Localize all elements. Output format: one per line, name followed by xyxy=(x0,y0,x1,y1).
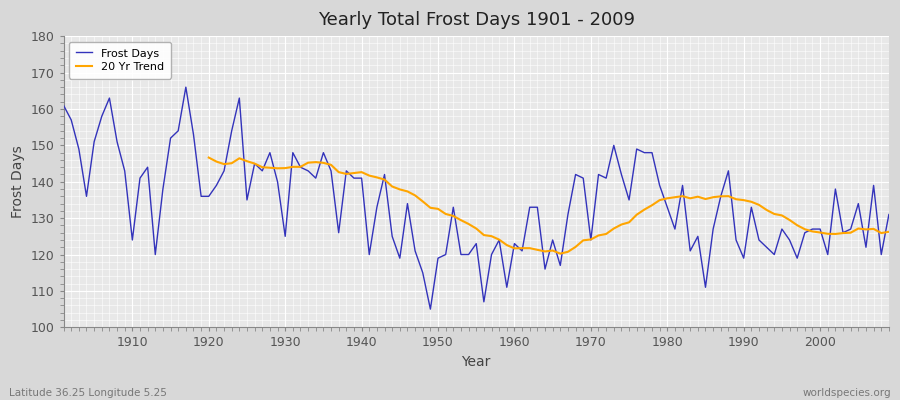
Frost Days xyxy=(295,165,306,170)
Frost Days xyxy=(120,168,130,173)
Frost Days xyxy=(425,307,436,312)
20 Yr Trend xyxy=(792,223,803,228)
Frost Days xyxy=(180,85,191,90)
Line: 20 Yr Trend: 20 Yr Trend xyxy=(209,158,889,254)
Frost Days xyxy=(616,172,626,177)
Line: Frost Days: Frost Days xyxy=(64,87,889,309)
20 Yr Trend xyxy=(555,251,566,256)
Frost Days xyxy=(58,103,69,108)
X-axis label: Year: Year xyxy=(462,355,490,369)
Frost Days xyxy=(525,205,535,210)
Y-axis label: Frost Days: Frost Days xyxy=(11,145,25,218)
20 Yr Trend xyxy=(685,196,696,201)
20 Yr Trend xyxy=(860,227,871,232)
Text: Latitude 36.25 Longitude 5.25: Latitude 36.25 Longitude 5.25 xyxy=(9,388,166,398)
Frost Days xyxy=(884,212,895,217)
20 Yr Trend xyxy=(203,155,214,160)
20 Yr Trend xyxy=(295,164,306,169)
20 Yr Trend xyxy=(777,213,788,218)
Frost Days xyxy=(517,248,527,253)
20 Yr Trend xyxy=(410,193,420,198)
Legend: Frost Days, 20 Yr Trend: Frost Days, 20 Yr Trend xyxy=(69,42,171,79)
Text: worldspecies.org: worldspecies.org xyxy=(803,388,891,398)
20 Yr Trend xyxy=(884,229,895,234)
Frost Days xyxy=(341,168,352,173)
Title: Yearly Total Frost Days 1901 - 2009: Yearly Total Frost Days 1901 - 2009 xyxy=(318,11,634,29)
